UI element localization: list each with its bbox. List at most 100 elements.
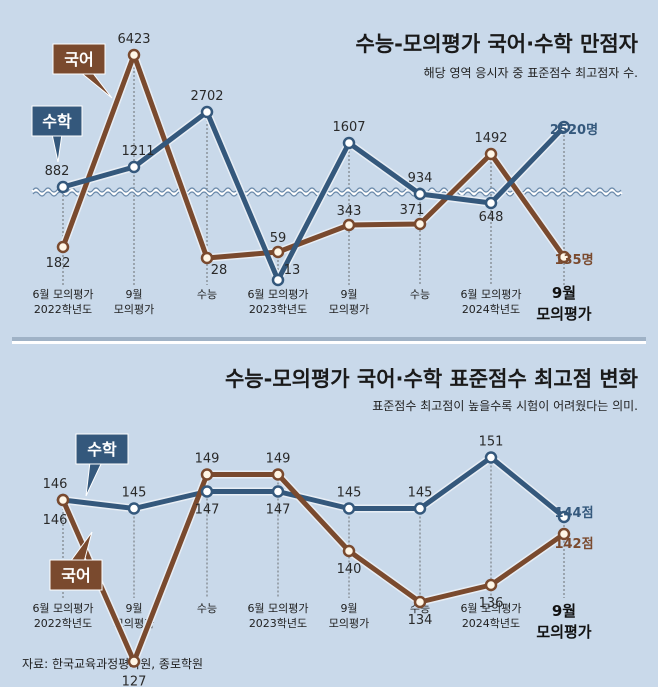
chart2-data-point [484,451,498,464]
chart2-data-label: 146 [43,513,68,528]
chart2-data-point [56,493,70,507]
chart1-data-point [56,240,70,254]
chart2-x-tick-label: 9월 [340,602,357,615]
chart1-data-point [127,160,141,174]
chart1-data-point [557,250,571,264]
chart1-data-point [342,136,356,150]
chart2-data-label: 145 [408,486,433,501]
chart1-legend-math-label: 수학 [42,112,72,131]
chart1-legend-math-box [31,105,83,137]
chart2-data-point [342,544,356,558]
chart2-x-tick-label: 모의평가 [329,617,369,630]
chart1-x-tick-label: 9월 [552,284,576,302]
chart2-title: 수능-모의평가 국어·수학 표준점수 최고점 변화 [224,367,638,391]
chart2-series-line-korean [60,472,566,664]
chart2-data-point [200,485,214,498]
chart2-data-label: 145 [122,486,147,501]
chart1-data-point [413,217,427,231]
chart2-data-point [484,578,498,592]
chart1-x-tick-label: 모의평가 [329,303,369,316]
chart2-data-label: 147 [195,503,220,518]
chart2-data-point [271,485,285,498]
chart1-x-tick-label: 모의평가 [536,305,591,323]
source-note: 자료: 한국교육과정평가원, 종로학원 [22,657,204,671]
chart1-data-label: 6423 [117,32,150,47]
chart1-data-point [271,245,285,259]
chart1-x-tick-label: 모의평가 [114,303,154,316]
chart1-data-label: 371 [400,203,425,218]
chart1-series-line-math [62,109,566,283]
chart1-data-point [200,105,214,119]
chart2-data-label: 146 [43,477,68,492]
chart1-x-tick-label: 9월 [340,288,357,301]
chart2-x-tick-label: 6월 모의평가 [247,602,308,615]
chart2-data-point [557,510,571,524]
chart1-data-label: 1492 [474,131,507,146]
chart2-x-tick-label: 6월 모의평가 [32,602,93,615]
chart1-legend-math-tail [51,133,63,163]
chart2-legend-math-tail [85,461,103,497]
chart1-data-label: 13 [284,263,301,278]
chart1-x-tick-label: 수능 [410,288,430,301]
chart2-data-point [200,468,214,481]
chart2-data-point [271,468,285,481]
chart2-legend-math-box [75,433,129,465]
chart1-data-label: 648 [479,210,504,225]
chart1-data-point [484,147,498,161]
chart1-x-tick-label: 수능 [197,288,217,301]
section-divider [12,337,646,344]
chart2-subtitle: 표준점수 최고점이 높을수록 시험이 어려웠다는 의미. [372,399,638,413]
chart2-data-label: 145 [337,486,362,501]
chart2-x-tick-label: 2022학년도 [34,617,92,630]
chart2-x-tick-label: 9월 [125,602,142,615]
chart2-x-tick-label: 모의평가 [536,623,591,641]
chart1-x-tick-label: 6월 모의평가 [247,288,308,301]
chart2-data-label: 142점 [554,537,593,552]
chart1-data-label: 2702 [190,89,223,104]
chart1-x-tick-label: 9월 [125,288,142,301]
chart1-data-label: 934 [408,171,433,186]
chart2-data-label: 140 [337,562,362,577]
chart2-data-point [127,502,141,515]
chart2-data-point [413,595,427,609]
chart1-data-point [56,180,70,194]
chart2-data-label: 136 [479,596,504,611]
chart1-data-point [271,273,285,287]
chart1-legend-korean-box [52,43,106,75]
chart1-legend-korean-label: 국어 [64,50,93,69]
chart2-data-label: 127 [122,675,147,687]
chart2-x-tick-label: 9월 [552,602,576,620]
chart1-data-label: 135명 [554,252,593,268]
chart2-data-label: 149 [266,452,291,467]
chart1-data-label: 1211 [121,144,154,159]
chart2-x-tick-label: 2024학년도 [462,617,520,630]
chart2-data-label: 147 [266,503,291,518]
chart1-x-tick-label: 2022학년도 [34,303,92,316]
chart2-legend-korean-box [49,559,103,591]
chart1-data-label: 1607 [332,120,365,135]
chart1-data-point [484,196,498,210]
chart2-data-point [127,655,141,668]
chart2-data-point [557,527,571,541]
chart2-data-point [413,502,427,515]
chart1-x-tick-label: 6월 모의평가 [32,288,93,301]
chart2-series-line-math [62,455,566,519]
chart1-data-point [200,251,214,265]
chart2-data-label: 134 [408,613,433,628]
chart1-data-label: 2520명 [550,122,598,138]
chart1-data-label: 28 [211,263,228,278]
chart2-data-label: 144점 [554,506,593,521]
chart1-data-point [557,120,571,134]
chart2-data-label: 149 [195,452,220,467]
chart2-x-tick-label: 수능 [197,602,217,615]
chart1-subtitle: 해당 영역 응시자 중 표준점수 최고점자 수. [423,66,638,80]
chart2-x-tick-label: 6월 모의평가 [460,602,521,615]
chart1-data-point [342,218,356,232]
chart1-x-tick-label: 2024학년도 [462,303,520,316]
chart1-data-label: 343 [337,204,362,219]
chart1-data-point [127,48,141,62]
chart1-x-tick-label: 2023학년도 [249,303,307,316]
chart1-data-label: 882 [45,164,70,179]
chart1-data-label: 59 [270,231,287,246]
